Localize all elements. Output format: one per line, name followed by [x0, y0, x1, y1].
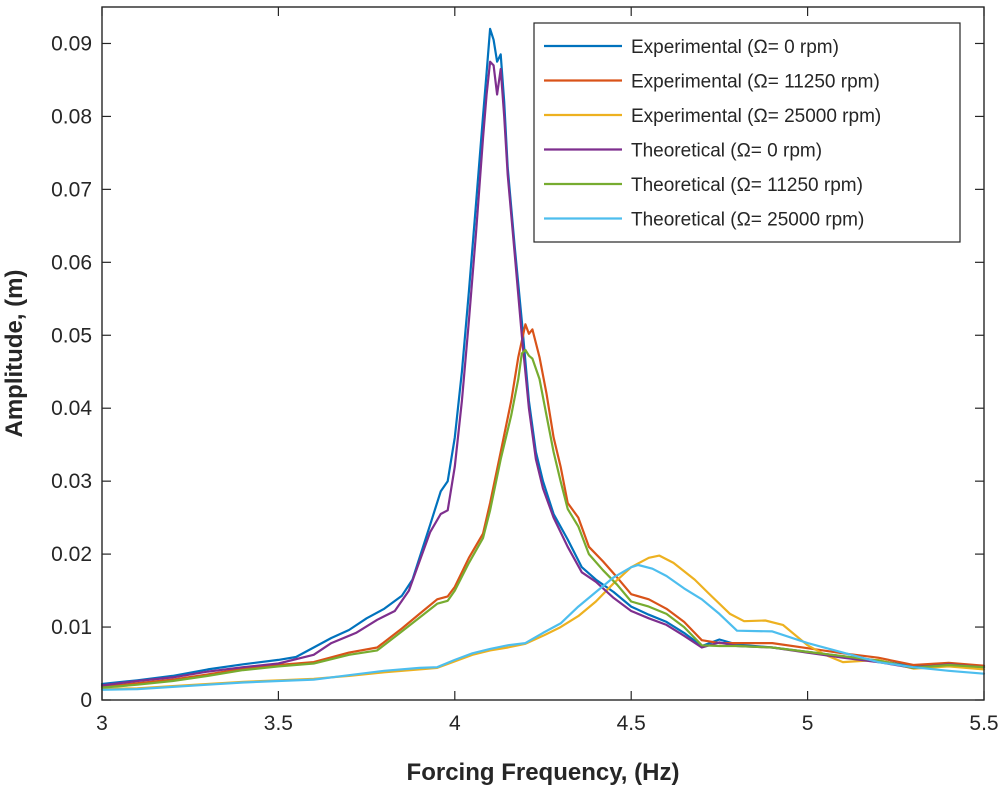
series-layer — [100, 27, 986, 691]
y-tick-label: 0.06 — [51, 251, 92, 274]
x-tick-label: 5 — [802, 712, 814, 735]
ticks-layer: 3 3.5 4 4.5 5 5.5 0 0.01 0.02 0.03 0.04 0.05 0.06 0.0… — [51, 7, 999, 735]
plot-frame — [101, 6, 985, 701]
y-tick-label: 0.01 — [51, 616, 92, 639]
y-axis-title: Amplitude, (m) — [1, 270, 28, 438]
series-line-6 — [100, 563, 986, 691]
y-tick-label: 0.02 — [51, 543, 92, 566]
legend: Experimental (Ω= 0 rpm) Experimental (Ω= … — [533, 22, 961, 243]
y-tick-label: 0.05 — [51, 324, 92, 347]
y-tick-label: 0.04 — [51, 397, 92, 420]
y-tick-label: 0.07 — [51, 178, 92, 201]
x-tick-label: 3 — [96, 712, 108, 735]
x-axis-title: Forcing Frequency, (Hz) — [407, 759, 680, 785]
y-tick-label: 0.09 — [51, 32, 92, 55]
y-tick-label: 0.03 — [51, 470, 92, 493]
legend-label-5: Theoretical (Ω= 11250 rpm) — [631, 175, 863, 196]
series-line-5 — [100, 348, 986, 689]
legend-label-4: Theoretical (Ω= 0 rpm) — [631, 141, 822, 162]
x-tick-label: 4 — [449, 712, 461, 735]
x-tick-label: 4.5 — [617, 712, 646, 735]
legend-label-2: Experimental (Ω= 11250 rpm) — [631, 72, 880, 93]
legend-box — [533, 22, 961, 243]
legend-label-1: Experimental (Ω= 0 rpm) — [631, 37, 839, 58]
x-tick-label: 3.5 — [264, 712, 293, 735]
legend-label-3: Experimental (Ω= 25000 rpm) — [631, 106, 881, 127]
y-tick-label: 0.08 — [51, 105, 92, 128]
y-tick-label: 0 — [80, 689, 92, 712]
legend-label-6: Theoretical (Ω= 25000 rpm) — [631, 210, 864, 231]
x-tick-label: 5.5 — [969, 712, 998, 735]
